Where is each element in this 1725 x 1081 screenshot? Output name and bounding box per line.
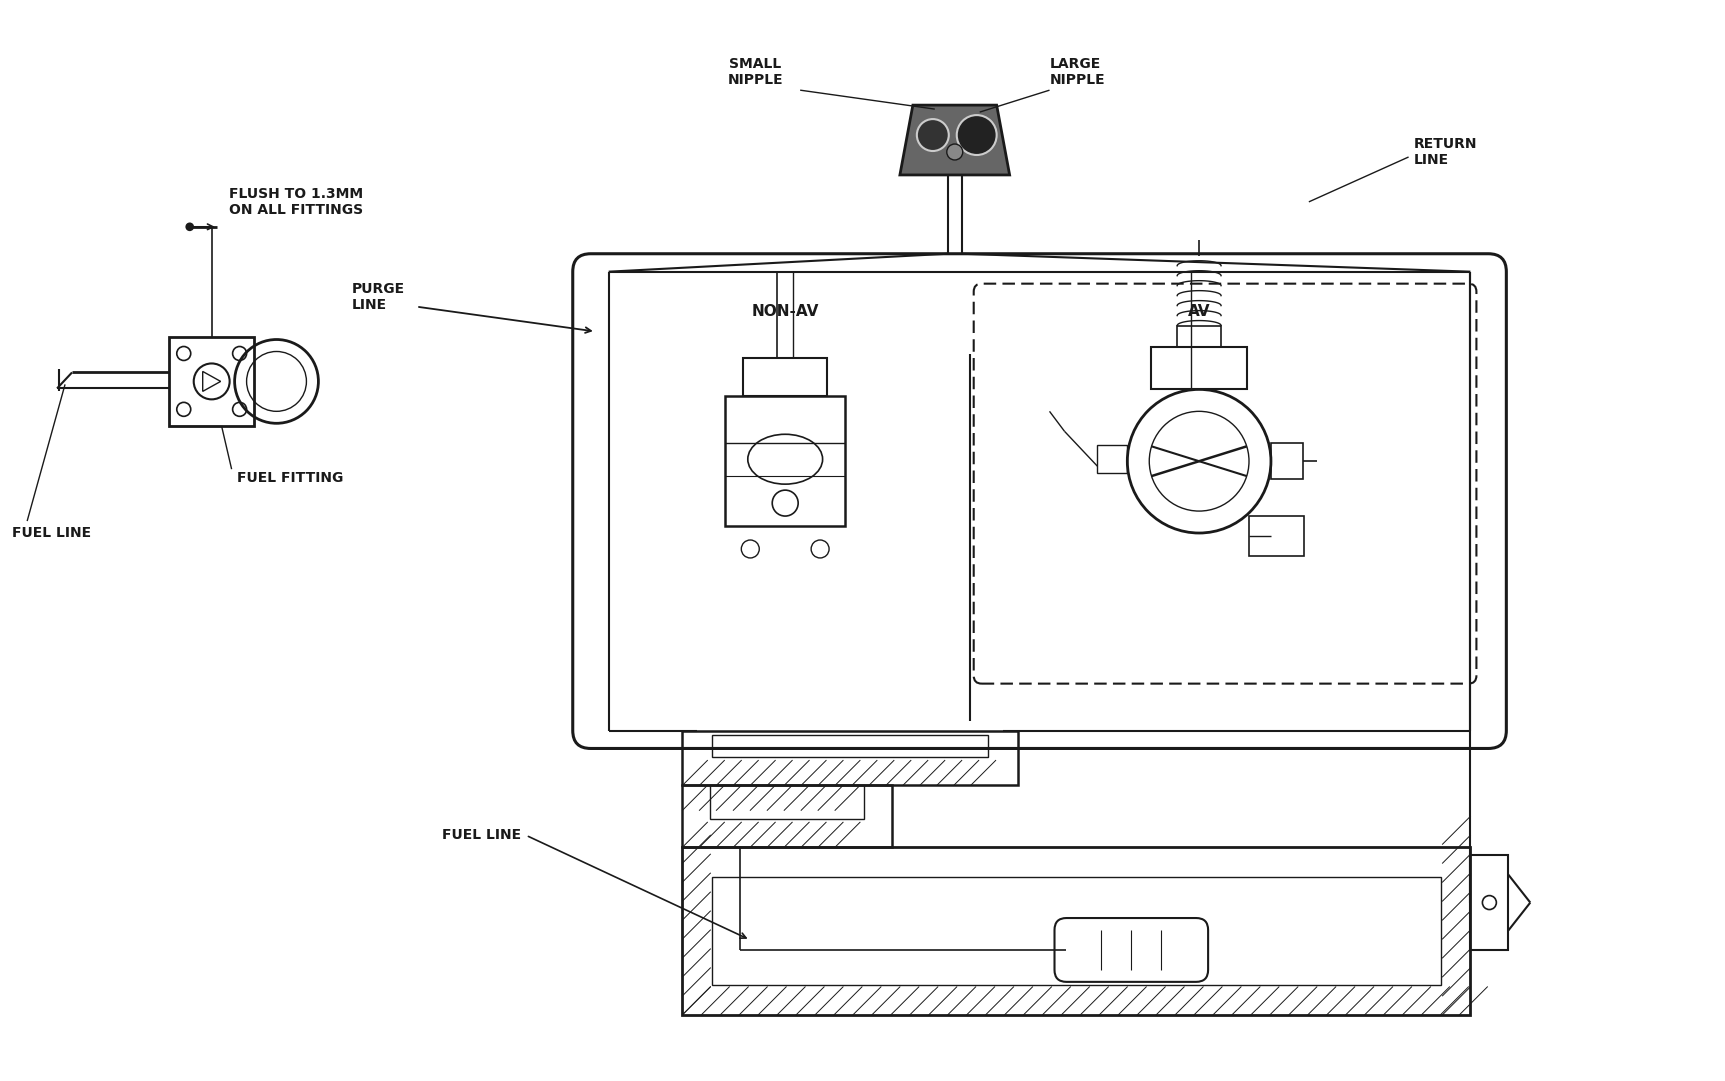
Bar: [1097, 445, 1128, 473]
Bar: [683, 848, 1470, 1015]
Polygon shape: [900, 105, 1009, 175]
Bar: [1249, 516, 1304, 556]
Bar: [743, 359, 826, 397]
Text: FLUSH TO 1.3MM
ON ALL FITTINGS: FLUSH TO 1.3MM ON ALL FITTINGS: [229, 187, 362, 217]
Text: FUEL FITTING: FUEL FITTING: [236, 471, 343, 485]
Text: NON-AV: NON-AV: [752, 304, 819, 319]
Bar: [712, 735, 988, 758]
Circle shape: [186, 224, 193, 230]
Bar: [683, 731, 1018, 786]
Bar: [1176, 325, 1221, 347]
Bar: [712, 877, 1440, 985]
Text: SMALL
NIPPLE: SMALL NIPPLE: [728, 57, 783, 88]
Text: PURGE
LINE: PURGE LINE: [352, 281, 404, 311]
Bar: [711, 786, 864, 819]
Text: FUEL LINE: FUEL LINE: [12, 526, 91, 540]
Bar: [683, 786, 892, 848]
Text: LARGE
NIPPLE: LARGE NIPPLE: [1049, 57, 1106, 88]
Text: RETURN
LINE: RETURN LINE: [1413, 137, 1477, 168]
Circle shape: [918, 119, 949, 151]
Text: AV: AV: [1189, 304, 1211, 319]
Circle shape: [947, 144, 963, 160]
Bar: [1470, 855, 1508, 950]
Bar: [169, 336, 254, 426]
Circle shape: [957, 115, 997, 155]
Text: FUEL LINE: FUEL LINE: [442, 828, 521, 842]
Bar: [724, 397, 845, 526]
Bar: [1271, 443, 1302, 479]
Bar: [1151, 347, 1247, 389]
